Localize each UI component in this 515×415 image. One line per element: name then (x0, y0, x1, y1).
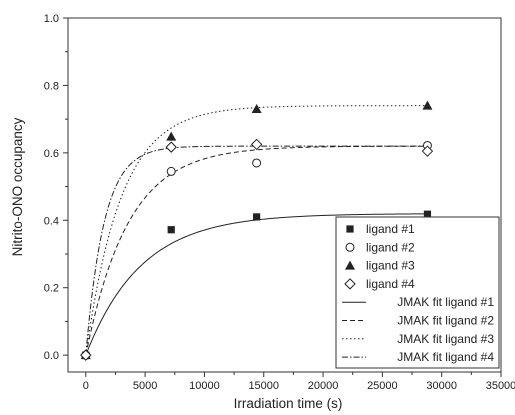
legend-entry: ligand #1 (366, 222, 415, 236)
data-point (251, 104, 262, 114)
y-tick-label: 0.8 (44, 80, 59, 92)
legend-entry: JMAK fit ligand #1 (397, 295, 494, 309)
legend-entry: JMAK fit ligand #3 (397, 332, 494, 346)
data-point (345, 242, 355, 252)
y-tick-label: 0.0 (44, 350, 59, 362)
plot-axes (67, 17, 502, 373)
legend-entry: JMAK fit ligand #2 (397, 314, 494, 328)
data-point (250, 138, 263, 151)
x-tick-label: 0 (83, 380, 89, 392)
data-point (346, 225, 354, 233)
plot-frame (67, 17, 502, 373)
legend: ligand #1 ligand #2 ligand #3 ligand #4 JMAK… (335, 216, 500, 369)
x-tick-label: 10000 (189, 380, 220, 392)
x-tick-label: 35000 (486, 380, 515, 392)
y-tick-label: 0.4 (44, 215, 59, 227)
data-point (167, 226, 175, 234)
y-axis-label: Nitrito-ONO occupancy (10, 117, 25, 256)
data-point (165, 141, 177, 153)
y-tick-label: 0.6 (44, 148, 59, 160)
x-axis-label: Irradiation time (s) (234, 396, 343, 411)
legend-entry: ligand #2 (366, 240, 415, 254)
legend-entry: ligand #4 (366, 277, 415, 291)
data-point (421, 145, 434, 157)
y-tick-label: 0.2 (44, 283, 59, 295)
legend-entry: ligand #3 (366, 259, 415, 273)
data-point (423, 210, 432, 218)
fit-curve (85, 145, 430, 356)
data-point (80, 349, 92, 361)
data-point (253, 213, 261, 221)
data-point (422, 100, 433, 110)
legend-entry: JMAK fit ligand #4 (397, 350, 494, 364)
x-ticks: 0 5000 10000 15000 20000 25000 30000 35000 (83, 372, 515, 392)
x-tick-label: 30000 (426, 380, 457, 392)
data-point (166, 166, 176, 176)
data-point (252, 158, 262, 168)
y-tick-label: 1.0 (44, 13, 59, 25)
x-tick-label: 20000 (308, 380, 339, 392)
y-ticks: 0.0 0.2 0.4 0.6 0.8 1.0 (44, 13, 68, 362)
data-point (345, 260, 355, 270)
legend-box (335, 216, 500, 369)
data-points (80, 100, 434, 361)
x-tick-label: 5000 (133, 380, 157, 392)
x-tick-label: 25000 (367, 380, 398, 392)
x-tick-label: 15000 (248, 380, 279, 392)
data-point (344, 278, 356, 290)
data-point (166, 131, 177, 141)
